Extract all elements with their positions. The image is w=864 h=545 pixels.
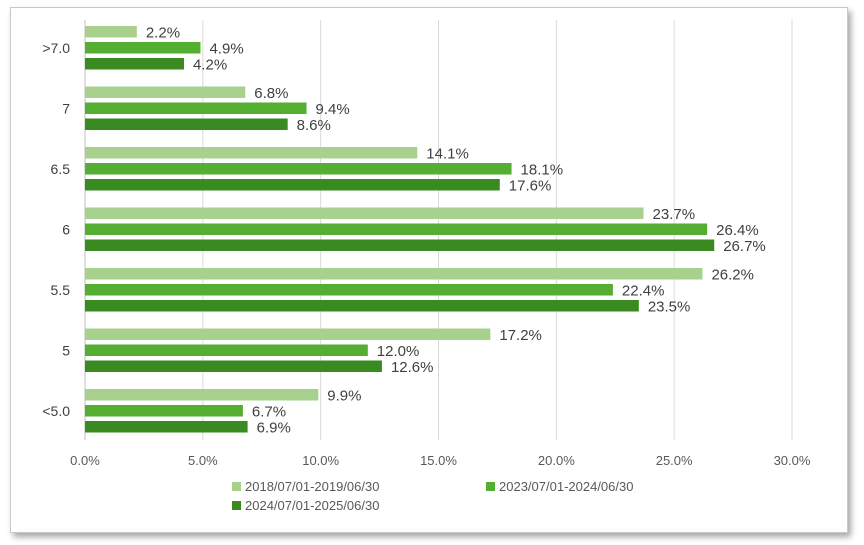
data-label: 17.2% bbox=[499, 327, 542, 344]
data-label: 17.6% bbox=[509, 177, 552, 194]
bar bbox=[85, 207, 644, 219]
data-label: 26.7% bbox=[723, 238, 766, 255]
data-label: 6.7% bbox=[252, 403, 286, 420]
bar bbox=[85, 118, 288, 130]
bar bbox=[85, 42, 201, 54]
bar bbox=[85, 86, 246, 98]
category-label: >7.0 bbox=[42, 40, 70, 56]
data-label: 12.6% bbox=[391, 359, 434, 376]
category-label: 6.5 bbox=[51, 161, 71, 177]
x-tick-label: 20.0% bbox=[538, 453, 575, 468]
x-tick-label: 30.0% bbox=[774, 453, 811, 468]
data-label: 23.5% bbox=[648, 298, 691, 315]
data-label: 9.4% bbox=[316, 101, 350, 118]
bar bbox=[85, 328, 491, 340]
data-label: 6.8% bbox=[254, 85, 288, 102]
data-label: 6.9% bbox=[257, 419, 291, 436]
bar bbox=[85, 58, 184, 70]
bar bbox=[85, 268, 703, 280]
bar bbox=[85, 147, 418, 159]
bar bbox=[85, 163, 512, 175]
bar bbox=[85, 389, 319, 401]
bar bbox=[85, 284, 613, 296]
category-label: 5 bbox=[62, 342, 70, 358]
bar bbox=[85, 239, 715, 251]
data-label: 4.2% bbox=[193, 56, 227, 73]
x-tick-label: 5.0% bbox=[188, 453, 218, 468]
x-tick-label: 0.0% bbox=[70, 453, 100, 468]
x-tick-label: 15.0% bbox=[420, 453, 457, 468]
bar bbox=[85, 300, 639, 312]
data-label: 14.1% bbox=[426, 145, 469, 162]
bar bbox=[85, 179, 500, 191]
data-label: 23.7% bbox=[653, 206, 696, 223]
x-tick-label: 25.0% bbox=[656, 453, 693, 468]
bar bbox=[85, 405, 243, 417]
bar bbox=[85, 344, 368, 356]
category-label: 6 bbox=[62, 221, 70, 237]
legend-label: 2018/07/01-2019/06/30 bbox=[245, 479, 379, 494]
data-label: 12.0% bbox=[377, 343, 420, 360]
data-label: 8.6% bbox=[297, 117, 331, 134]
data-label: 22.4% bbox=[622, 282, 665, 299]
data-label: 9.9% bbox=[327, 387, 361, 404]
legend-label: 2024/07/01-2025/06/30 bbox=[245, 498, 379, 513]
legend-swatch bbox=[232, 482, 241, 491]
data-label: 26.2% bbox=[711, 266, 754, 283]
bar bbox=[85, 26, 137, 38]
data-label: 2.2% bbox=[146, 24, 180, 41]
x-tick-label: 10.0% bbox=[302, 453, 339, 468]
bar bbox=[85, 421, 248, 433]
category-label: 5.5 bbox=[51, 282, 71, 298]
data-label: 4.9% bbox=[209, 40, 243, 57]
data-label: 18.1% bbox=[521, 161, 564, 178]
bar bbox=[85, 360, 382, 372]
category-label: <5.0 bbox=[42, 403, 70, 419]
category-label: 7 bbox=[62, 100, 70, 116]
bar bbox=[85, 102, 307, 114]
bar bbox=[85, 223, 708, 235]
legend-swatch bbox=[486, 482, 495, 491]
legend-swatch bbox=[232, 501, 241, 510]
legend-label: 2023/07/01-2024/06/30 bbox=[499, 479, 633, 494]
data-label: 26.4% bbox=[716, 222, 759, 239]
